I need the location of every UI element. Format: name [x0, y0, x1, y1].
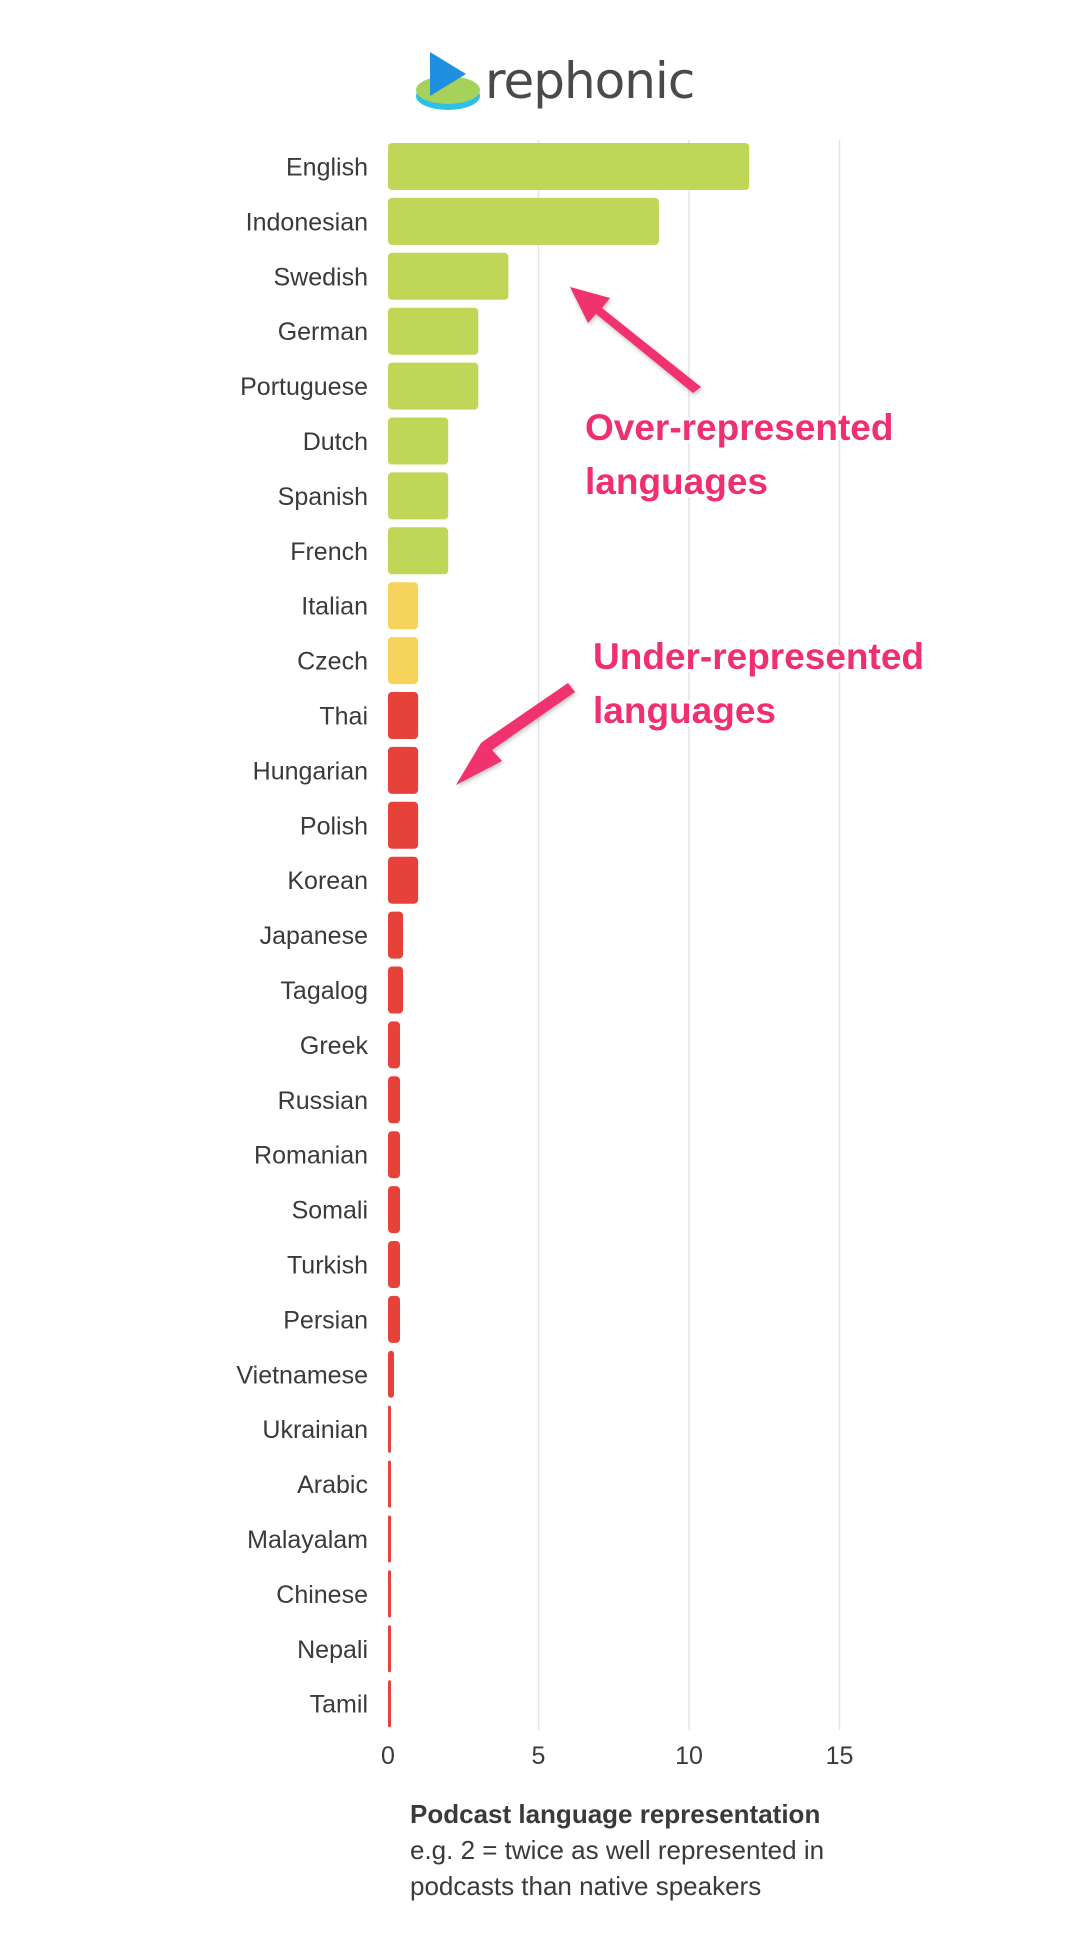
bar-tagalog [388, 966, 404, 1014]
bar-french [388, 527, 449, 575]
category-label-somali: Somali [292, 1197, 368, 1225]
bar-japanese [388, 911, 404, 959]
bar-persian [388, 1295, 401, 1343]
category-label-dutch: Dutch [303, 428, 368, 456]
bar-english [388, 143, 750, 190]
caption-line-2: podcasts than native speakers [410, 1871, 762, 1901]
annotation-under-line-2: languages [593, 690, 776, 731]
category-labels: English Indonesian Swedish German Portuguese… [236, 154, 368, 1719]
annotation-over-line-2: languages [585, 461, 768, 502]
x-tick-label: 5 [532, 1742, 546, 1770]
bar-vietnamese [388, 1350, 395, 1398]
bar-greek [388, 1021, 401, 1069]
bar-german [388, 307, 479, 355]
annotation-over-line-1: Over-represented [585, 407, 893, 448]
bar-russian [388, 1076, 401, 1124]
category-label-ukrainian: Ukrainian [262, 1416, 368, 1444]
bars [388, 143, 750, 1728]
category-label-russian: Russian [278, 1087, 368, 1115]
rephonic-logo [416, 52, 480, 110]
category-label-german: German [278, 318, 368, 346]
category-label-polish: Polish [300, 812, 368, 840]
category-label-arabic: Arabic [297, 1471, 368, 1499]
bar-romanian [388, 1131, 401, 1179]
chart-caption: Podcast language representation e.g. 2 =… [410, 1796, 970, 1904]
bar-korean [388, 856, 419, 904]
bar-arabic [388, 1460, 392, 1508]
bar-czech [388, 637, 419, 685]
x-tick-label: 15 [826, 1742, 854, 1770]
category-label-romanian: Romanian [254, 1142, 368, 1170]
category-label-portuguese: Portuguese [240, 373, 368, 401]
language-bar-chart: English Indonesian Swedish German Portuguese… [236, 140, 927, 1770]
bar-polish [388, 801, 419, 849]
category-label-greek: Greek [300, 1032, 369, 1060]
category-label-turkish: Turkish [287, 1252, 368, 1280]
category-label-spanish: Spanish [278, 483, 368, 511]
brand-name: rephonic [485, 52, 695, 110]
bar-nepali [388, 1625, 392, 1673]
annotation-under-line-1: Under-represented [593, 636, 924, 677]
category-label-hungarian: Hungarian [253, 757, 368, 785]
arrow-under-icon [456, 683, 575, 785]
category-label-thai: Thai [319, 703, 368, 731]
category-label-chinese: Chinese [276, 1581, 368, 1609]
bar-ukrainian [388, 1405, 392, 1453]
category-label-nepali: Nepali [297, 1636, 368, 1664]
annotation-under: Under-represented languages [456, 633, 927, 785]
annotation-over: Over-represented languages [570, 287, 896, 505]
bar-thai [388, 692, 419, 739]
bar-malayalam [388, 1515, 392, 1563]
bar-portuguese [388, 362, 479, 410]
play-disc-icon [430, 52, 466, 96]
bar-italian [388, 582, 419, 630]
category-label-malayalam: Malayalam [247, 1526, 368, 1554]
caption-line-1: e.g. 2 = twice as well represented in [410, 1835, 825, 1865]
category-label-swedish: Swedish [274, 263, 369, 291]
bar-indonesian [388, 197, 659, 245]
category-label-japanese: Japanese [260, 922, 368, 950]
category-label-tagalog: Tagalog [280, 977, 368, 1005]
bar-dutch [388, 417, 449, 465]
category-label-korean: Korean [287, 867, 368, 895]
category-label-french: French [290, 538, 368, 566]
category-label-tamil: Tamil [310, 1691, 368, 1719]
bar-spanish [388, 472, 449, 520]
category-label-czech: Czech [297, 648, 368, 676]
bar-turkish [388, 1241, 401, 1288]
x-tick-label: 0 [381, 1742, 395, 1770]
category-label-persian: Persian [283, 1306, 368, 1334]
bar-tamil [388, 1680, 392, 1728]
caption-title: Podcast language representation [410, 1799, 821, 1829]
bar-hungarian [388, 746, 419, 794]
grid-lines [537, 140, 841, 1730]
x-axis-ticks: 0 5 10 15 [381, 1742, 853, 1770]
bar-chinese [388, 1570, 392, 1618]
arrow-over-icon [570, 287, 701, 393]
bar-swedish [388, 252, 509, 300]
category-label-english: English [286, 154, 368, 182]
category-label-italian: Italian [301, 593, 368, 621]
category-label-vietnamese: Vietnamese [236, 1361, 368, 1389]
bar-somali [388, 1186, 401, 1234]
x-tick-label: 10 [675, 1742, 703, 1770]
category-label-indonesian: Indonesian [246, 208, 368, 236]
